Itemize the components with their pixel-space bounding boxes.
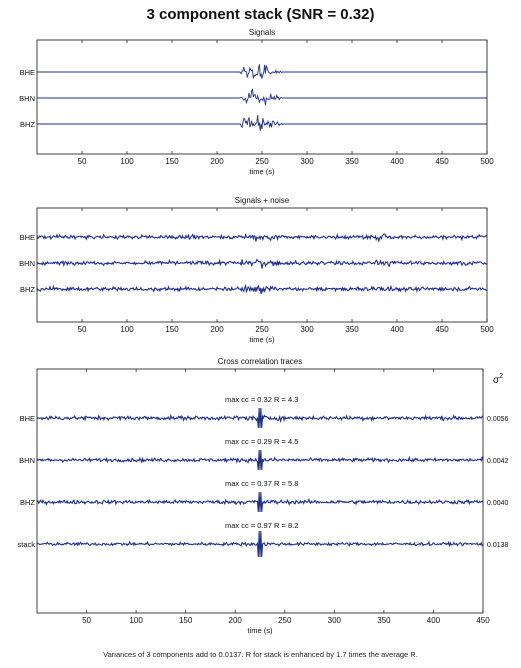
footer-note: Variances of 3 components add to 0.0137.… [103,650,418,659]
panel3-xtick-label: 250 [278,616,292,625]
panel1-trace-BHE [37,64,487,79]
panel2-title: Signals + noise [235,196,290,205]
panel3-annotation: max cc = 0.37 R = 5.8 [225,479,298,488]
panel3-right-value: 0.0040 [487,500,509,507]
panel1-xtick-label: 500 [480,157,494,166]
panel3-trace-BHN [36,449,484,471]
panel2-series-label: BHN [19,259,35,268]
panel2-xtick-label: 300 [300,325,314,334]
panel3-right-value: 0.0056 [487,416,509,423]
panel3-xtick-label: 150 [179,616,193,625]
panel3-annotation: max cc = 0.32 R = 4.3 [225,395,298,404]
panel1-xtick-label: 350 [345,157,359,166]
panel1-xtick-label: 450 [435,157,449,166]
panel1-axes-frame [36,39,488,155]
panel2-xtick-label: 200 [210,325,224,334]
panel1-title: Signals [249,28,275,37]
panel3-trace-BHZ [36,491,484,513]
panel1-series-label: BHE [20,68,35,77]
panel1-xtick-label: 400 [390,157,404,166]
panel1-xtick-label: 250 [255,157,269,166]
figure-title: 3 component stack (SNR = 0.32) [146,6,375,23]
panel1-series-label: BHN [19,94,35,103]
panel1-trace-BHN [37,87,487,106]
panel2-xtick-label: 250 [255,325,269,334]
panel3-xlabel: time (s) [248,626,274,635]
panel1-trace-BHZ [37,115,487,131]
panel1-series-label: BHZ [20,120,35,129]
panel1-xtick-label: 200 [210,157,224,166]
panel3-xtick-label: 100 [129,616,143,625]
panel2-xtick-label: 150 [165,325,179,334]
panel2-trace-BHN [36,258,488,269]
panel3-xtick-label: 300 [328,616,342,625]
panel1-xtick-label: 150 [165,157,179,166]
panel3-xtick-label: 50 [82,616,91,625]
panel3-axes-frame [36,368,484,614]
panel3-trace-stack [36,530,484,558]
panel1-xtick-label: 300 [300,157,314,166]
panel2-series-label: BHZ [20,285,35,294]
panel2-trace-BHE [36,233,488,244]
panel3-title: Cross correlation traces [218,357,302,366]
panel2-xtick-label: 400 [390,325,404,334]
panel3-xtick-label: 200 [229,616,243,625]
panel1-xtick-label: 100 [120,157,134,166]
panel3-series-label: BHZ [20,498,35,507]
panel3-xtick-label: 450 [476,616,490,625]
panel2-xtick-label: 500 [480,325,494,334]
panel3-right-value: 0.0138 [487,542,509,549]
panel3-xtick-label: 400 [427,616,441,625]
panel3-right-value: 0.0042 [487,458,509,465]
panel3-right-label: σ2 [493,373,503,386]
panel1-xlabel: time (s) [250,167,276,176]
panel2-xtick-label: 450 [435,325,449,334]
panel3-series-label: stack [17,540,35,549]
panel3-annotation: max cc = 0.29 R = 4.5 [225,437,298,446]
panel2-axes-frame [36,207,488,323]
panel2-trace-BHZ [36,283,488,295]
panel3-right-label-superscript: 2 [499,373,503,380]
panel3-xtick-label: 350 [377,616,391,625]
panel2-xtick-label: 50 [78,325,87,334]
panel3-annotation: max cc = 0.97 R = 8.2 [225,521,298,530]
panel1-xtick-label: 50 [78,157,87,166]
panel3-trace-BHE [36,407,484,429]
panel2-xtick-label: 100 [120,325,134,334]
panel3-series-label: BHE [20,414,35,423]
panel2-xlabel: time (s) [250,335,276,344]
panel2-xtick-label: 350 [345,325,359,334]
panel2-series-label: BHE [20,233,35,242]
panel3-series-label: BHN [19,456,35,465]
